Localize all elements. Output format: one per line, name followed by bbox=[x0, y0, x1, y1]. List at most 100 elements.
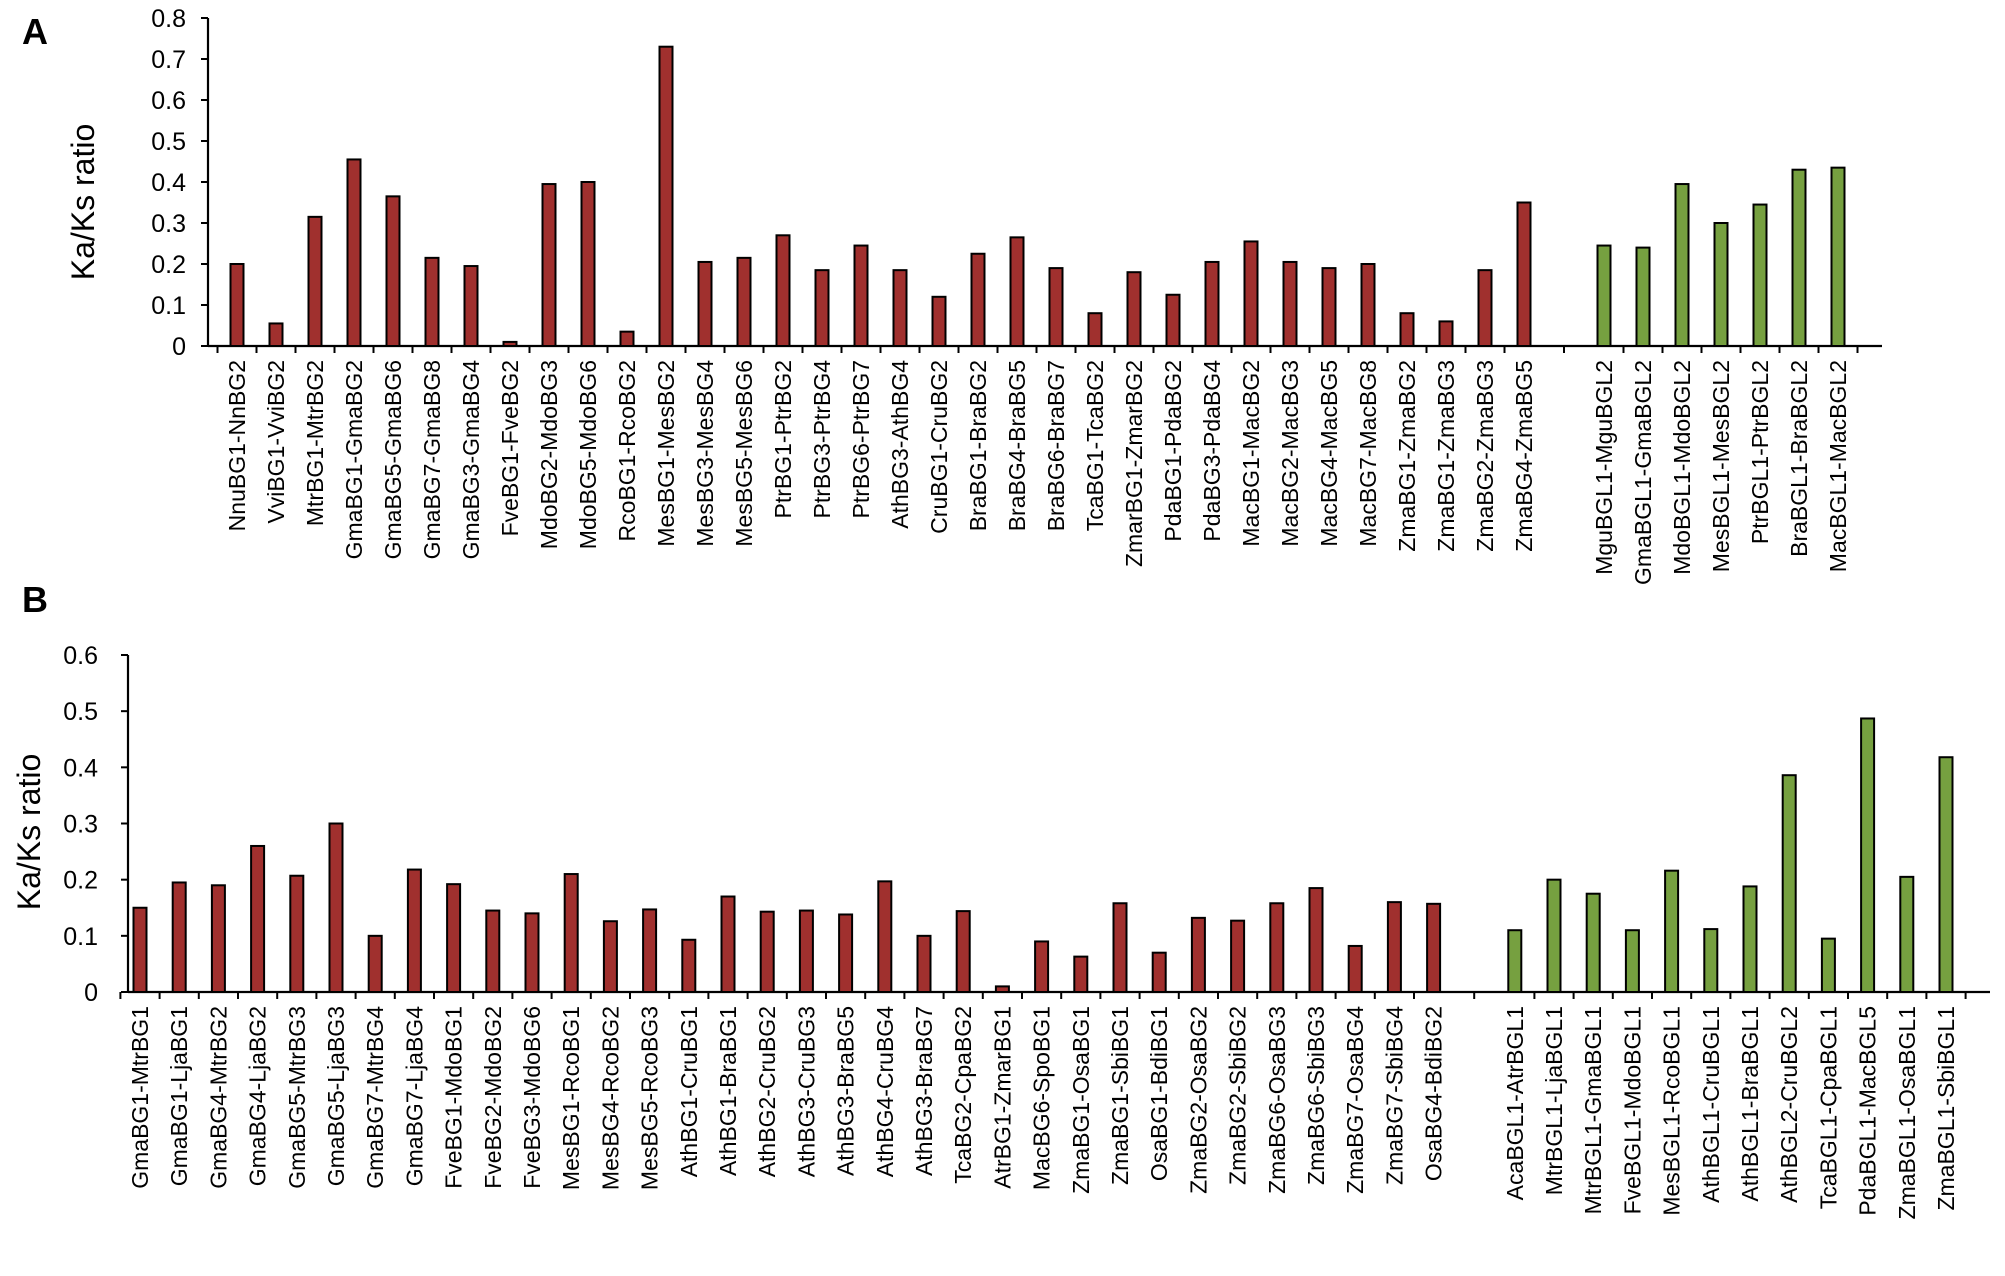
bar bbox=[1585, 892, 1601, 993]
bar bbox=[171, 881, 187, 993]
x-tick-label: PtrBGL1-PtrBGL2 bbox=[1747, 360, 1773, 544]
bar bbox=[1938, 756, 1954, 993]
bar bbox=[1112, 902, 1128, 993]
y-tick-label: 0.2 bbox=[63, 867, 98, 895]
x-tick-label: PdaBG3-PdaBG4 bbox=[1199, 360, 1225, 542]
bar bbox=[1674, 183, 1690, 347]
bar bbox=[1151, 951, 1167, 994]
bar bbox=[1321, 267, 1337, 348]
bar bbox=[1507, 929, 1523, 994]
x-tick-label: GmaBG1-GmaBG2 bbox=[341, 360, 367, 559]
x-tick-label: AthBG3-BraBG7 bbox=[911, 1006, 937, 1176]
x-tick-label: ZmaBG1-ZmaBG3 bbox=[1433, 360, 1459, 552]
bar bbox=[1596, 244, 1612, 347]
x-tick-label: BraBG4-BraBG5 bbox=[1004, 360, 1030, 531]
bar bbox=[1546, 878, 1562, 994]
panel-a: A Ka/Ks ratio 0 0.1 0.2 0.3 0.4 0.5 0.6 0.7 0.8 N… bbox=[22, 5, 1882, 585]
x-tick-label: BraBG6-BraBG7 bbox=[1043, 360, 1069, 531]
bar bbox=[1830, 166, 1846, 347]
bar bbox=[1230, 919, 1246, 993]
x-tick-label: AthBG2-CruBG2 bbox=[754, 1006, 780, 1177]
bar bbox=[132, 906, 148, 993]
y-tick-label: 0.3 bbox=[151, 210, 186, 238]
bar bbox=[658, 45, 674, 347]
bar bbox=[775, 234, 791, 347]
bar bbox=[642, 908, 658, 993]
x-tick-label: AcaBGL1-AtrBGL1 bbox=[1502, 1006, 1528, 1200]
x-tick-label: ZmaBG7-SbiBG4 bbox=[1381, 1006, 1407, 1185]
bar bbox=[759, 910, 775, 993]
x-tick-label: FveBG1-MdoBG1 bbox=[441, 1006, 467, 1189]
bar bbox=[1438, 320, 1454, 347]
bar bbox=[1820, 937, 1836, 993]
bar bbox=[1624, 929, 1640, 994]
bar bbox=[1165, 293, 1181, 347]
x-tick-label: AthBGL2-CruBGL2 bbox=[1776, 1006, 1802, 1203]
x-tick-label: MtrBG1-MtrBG2 bbox=[302, 360, 328, 526]
x-tick-label: NnuBG1-NnBG2 bbox=[224, 360, 250, 531]
y-tick-label: 0.2 bbox=[151, 251, 186, 279]
bar bbox=[1781, 774, 1797, 993]
bar bbox=[681, 938, 697, 994]
bar bbox=[619, 330, 635, 347]
bar bbox=[1635, 246, 1651, 348]
x-tick-label: AtrBG1-ZmarBG1 bbox=[989, 1006, 1015, 1189]
bar bbox=[485, 909, 501, 994]
x-tick-label: MguBGL1-MguBGL2 bbox=[1591, 360, 1617, 575]
x-tick-label: AthBG4-CruBG4 bbox=[872, 1006, 898, 1177]
x-tick-label: MesBGL1-RcoBGL1 bbox=[1659, 1006, 1685, 1216]
x-tick-label: GmaBG7-GmaBG8 bbox=[419, 360, 445, 559]
x-tick-label: GmaBG7-LjaBG4 bbox=[401, 1006, 427, 1186]
bar bbox=[580, 181, 596, 347]
x-tick-label: MdoBG5-MdoBG6 bbox=[575, 360, 601, 549]
x-tick-label: MacBG7-MacBG8 bbox=[1355, 360, 1381, 547]
x-tick-label: ZmaBG2-OsaBG2 bbox=[1185, 1006, 1211, 1194]
bar bbox=[424, 256, 440, 348]
x-tick-label: TcaBG1-TcaBG2 bbox=[1082, 360, 1108, 531]
x-tick-label: MacBG1-MacBG2 bbox=[1238, 360, 1264, 547]
x-tick-label: GmaBG1-MtrBG1 bbox=[127, 1006, 153, 1189]
x-tick-label: PdaBGL1-MacBGL5 bbox=[1855, 1006, 1881, 1216]
bar bbox=[541, 183, 557, 347]
x-tick-label: PtrBG1-PtrBG2 bbox=[770, 360, 796, 518]
x-tick-label: AthBGL1-CruBGL1 bbox=[1698, 1006, 1724, 1203]
bar bbox=[1703, 928, 1719, 993]
x-tick-label: RcoBG1-RcoBG2 bbox=[614, 360, 640, 542]
bar bbox=[1713, 222, 1729, 347]
x-tick-label: ZmaBG6-SbiBG3 bbox=[1303, 1006, 1329, 1185]
bar bbox=[346, 158, 362, 347]
x-tick-label: MacBG6-SpoBG1 bbox=[1029, 1006, 1055, 1190]
x-tick-label: ZmarBG1-ZmarBG2 bbox=[1121, 360, 1147, 567]
bar bbox=[814, 269, 830, 347]
x-tick-label: FveBG2-MdoBG2 bbox=[480, 1006, 506, 1189]
bar bbox=[955, 910, 971, 993]
x-tick-label: MdoBGL1-MdoBGL2 bbox=[1669, 360, 1695, 575]
bar bbox=[1282, 260, 1298, 348]
x-tick-label: TcaBGL1-CpaBGL1 bbox=[1815, 1006, 1841, 1209]
bar bbox=[1477, 269, 1493, 347]
x-tick-label: ZmaBGL1-SbiBGL1 bbox=[1933, 1006, 1959, 1211]
x-tick-label: MesBG5-MesBG6 bbox=[731, 360, 757, 547]
panel-b-letter: B bbox=[22, 579, 48, 620]
x-tick-label: GmaBG7-MtrBG4 bbox=[362, 1006, 388, 1189]
bar bbox=[1742, 885, 1758, 994]
x-tick-label: AthBGL1-BraBGL1 bbox=[1737, 1006, 1763, 1202]
bar bbox=[229, 263, 245, 347]
bar bbox=[602, 920, 618, 993]
y-tick-label: 0.1 bbox=[151, 292, 186, 320]
bar bbox=[838, 913, 854, 993]
x-tick-label: MesBG3-MesBG4 bbox=[692, 360, 718, 547]
x-tick-label: CruBG1-CruBG2 bbox=[926, 360, 952, 534]
bar bbox=[736, 256, 752, 348]
bar bbox=[994, 985, 1010, 994]
bar bbox=[1308, 887, 1324, 994]
x-tick-label: ZmaBG7-OsaBG4 bbox=[1342, 1006, 1368, 1194]
panel-a-letter: A bbox=[22, 11, 48, 52]
bar bbox=[289, 874, 305, 993]
bar bbox=[697, 260, 713, 348]
bar bbox=[853, 244, 869, 347]
panel-a-y-axis-label: Ka/Ks ratio bbox=[65, 124, 101, 281]
x-tick-label: ZmaBG1-OsaBG1 bbox=[1068, 1006, 1094, 1194]
x-tick-label: MesBG1-RcoBG1 bbox=[558, 1006, 584, 1190]
y-tick-label: 0.5 bbox=[63, 698, 98, 726]
